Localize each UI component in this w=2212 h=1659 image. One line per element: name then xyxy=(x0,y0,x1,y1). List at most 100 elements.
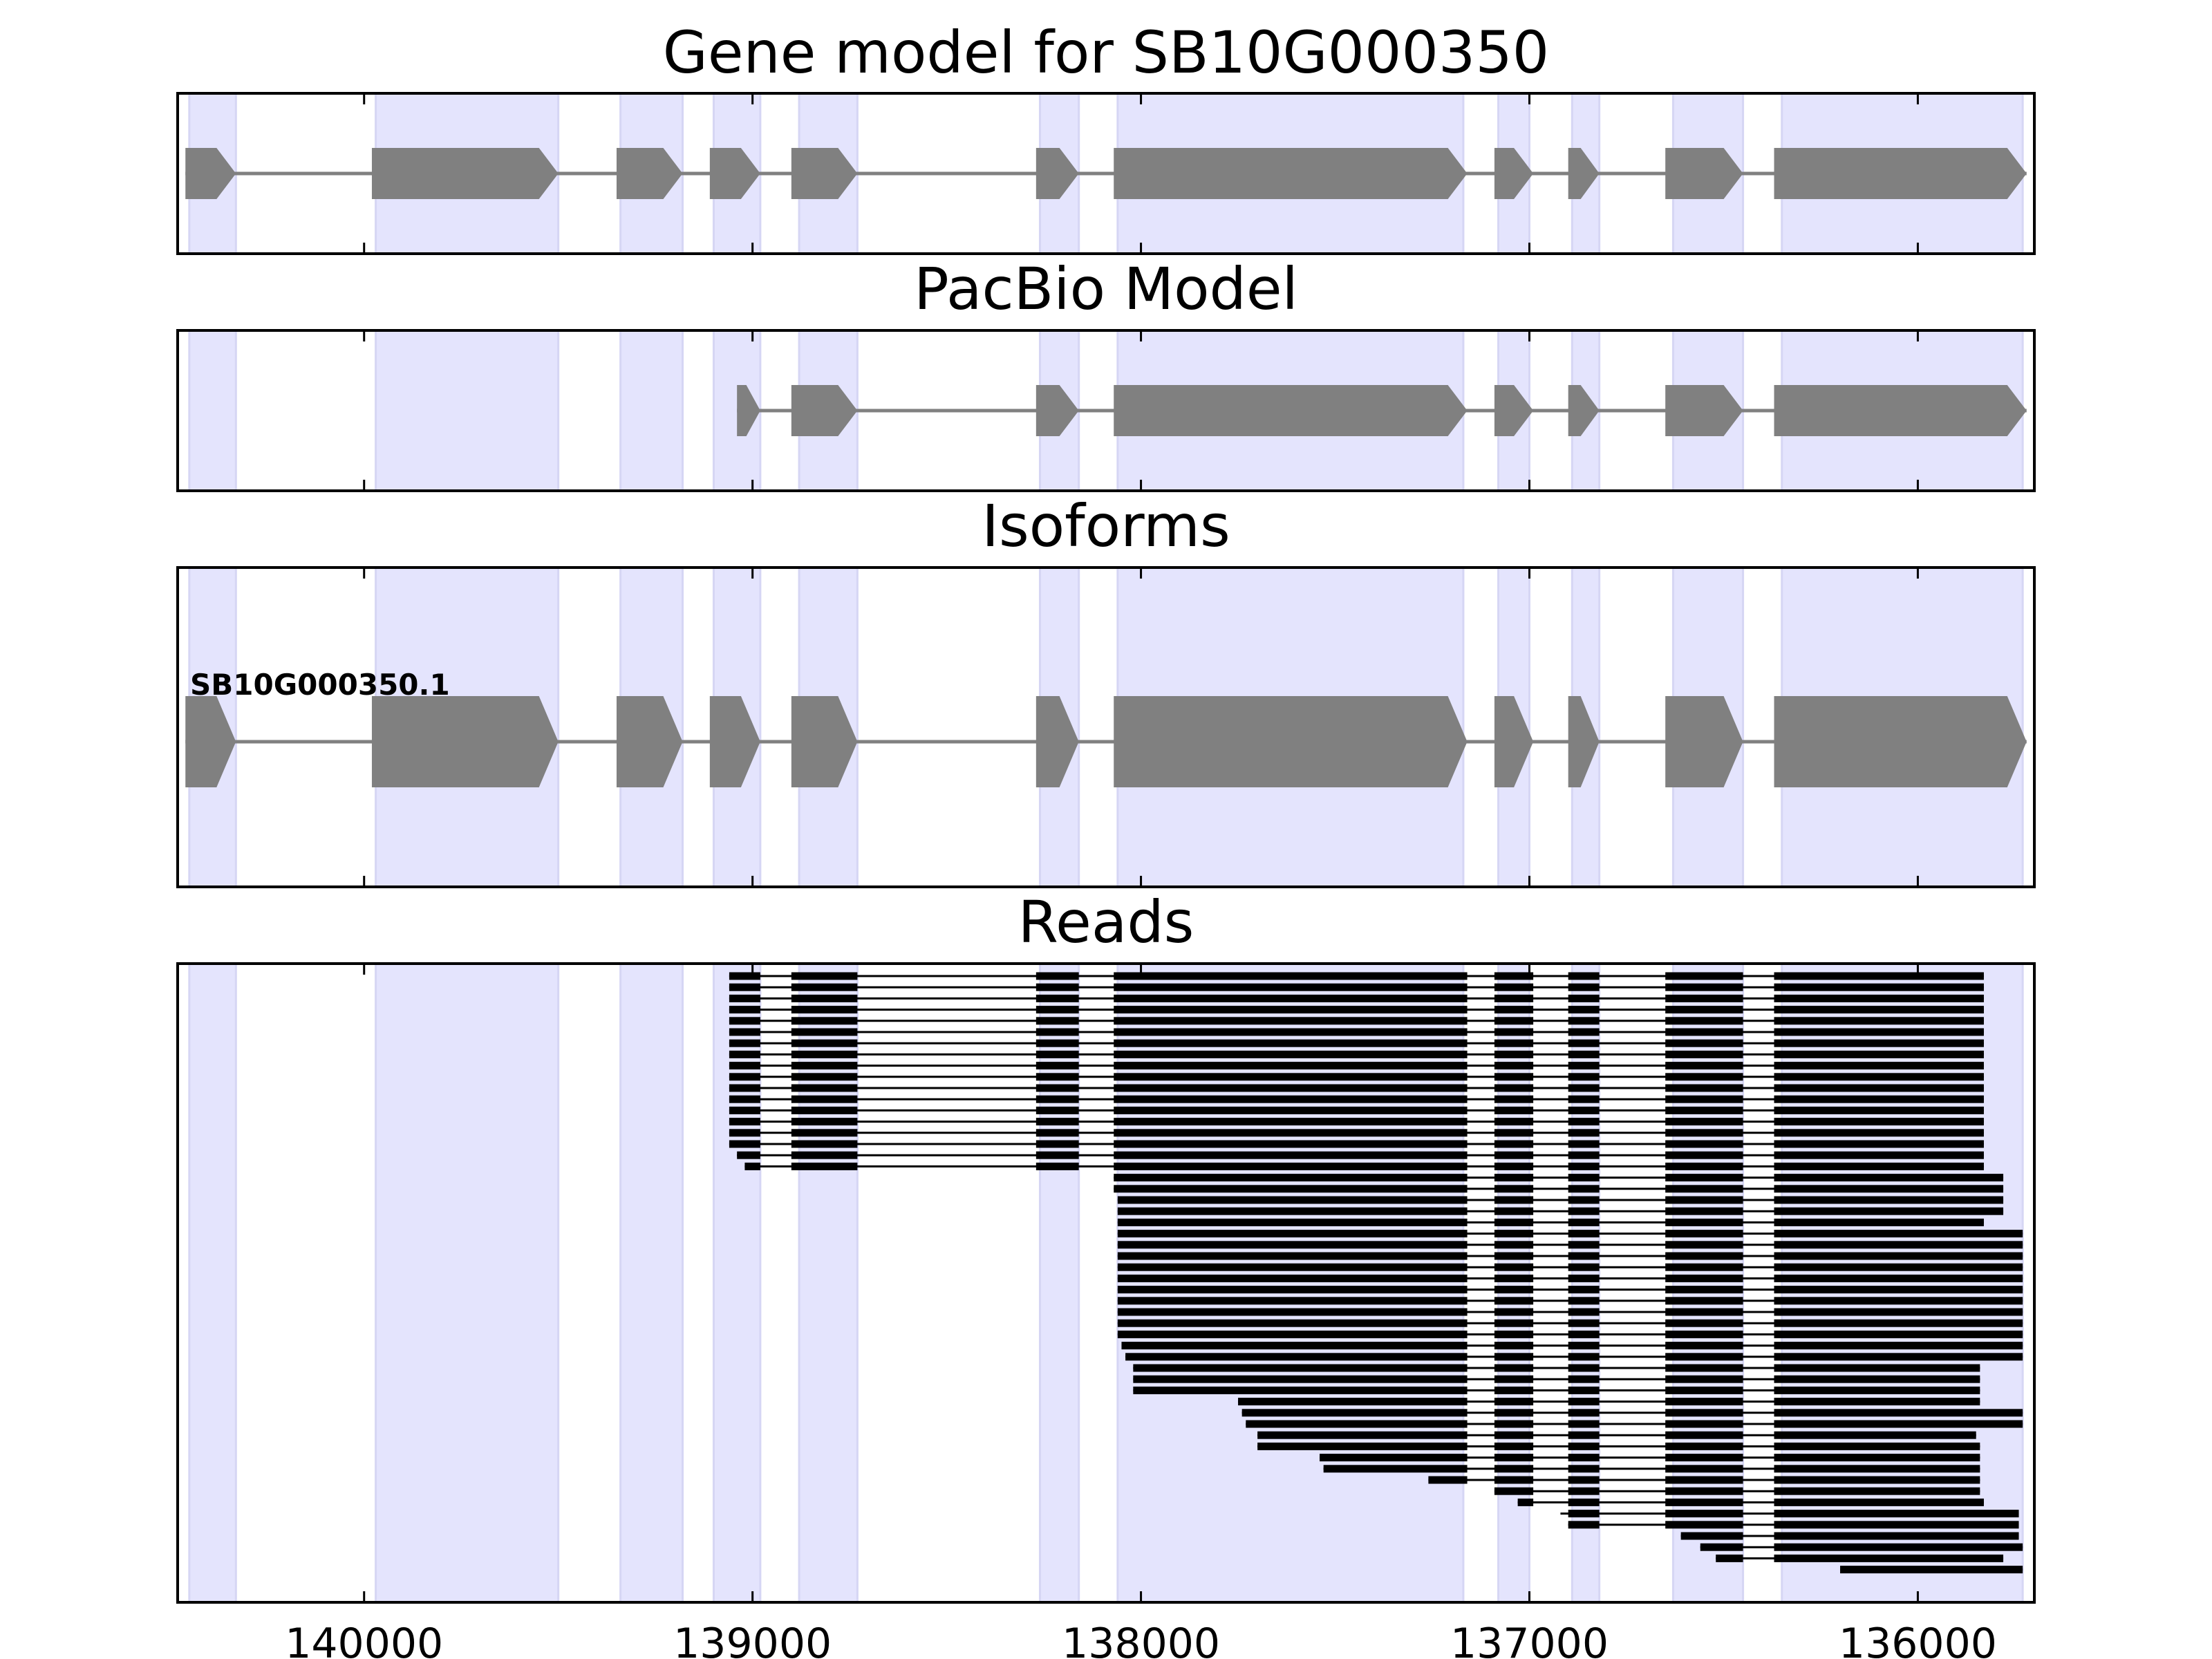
read-segment xyxy=(1665,1196,1743,1204)
read-segment xyxy=(1568,1342,1600,1350)
read-segment xyxy=(1568,1510,1600,1518)
read-segment xyxy=(1114,983,1468,991)
read-segment xyxy=(729,1050,760,1058)
read-segment xyxy=(1774,1252,2023,1260)
read-segment xyxy=(1568,1431,1600,1439)
panel-title-pacbio-model: PacBio Model xyxy=(914,255,1298,323)
read-segment xyxy=(1114,1006,1468,1014)
read xyxy=(729,1050,1984,1058)
read-segment xyxy=(1774,994,1984,1002)
read-segment xyxy=(1035,1062,1079,1070)
read xyxy=(737,1151,1984,1159)
read-segment xyxy=(1774,1073,1984,1081)
read-segment xyxy=(1568,1465,1600,1473)
read-segment xyxy=(1665,1353,1743,1361)
read-segment xyxy=(1428,1476,1468,1484)
read-segment xyxy=(1117,1230,1468,1238)
x-axis: 140000 139000 138000 137000 136000 xyxy=(285,1620,1997,1659)
read-segment xyxy=(744,1162,760,1170)
read-segment xyxy=(1114,1106,1468,1114)
highlight-region xyxy=(798,962,859,1604)
read-segment xyxy=(1774,1498,1984,1506)
read-segment xyxy=(1035,1017,1079,1025)
read-segment xyxy=(1568,1353,1600,1361)
read-segment xyxy=(1774,1375,1980,1383)
read-segment xyxy=(1494,1151,1534,1159)
read-segment xyxy=(1568,1073,1600,1081)
highlight-region xyxy=(1116,962,1465,1604)
read xyxy=(729,1062,1984,1070)
read-segment xyxy=(1494,1420,1534,1428)
read-segment xyxy=(1665,972,1743,980)
read-segment xyxy=(791,1129,858,1137)
highlight-region xyxy=(1497,962,1530,1604)
read-segment xyxy=(729,1129,760,1137)
read-segment xyxy=(1774,1386,1980,1394)
read-segment xyxy=(1665,1521,1743,1529)
read-segment xyxy=(737,1151,760,1159)
read-segment xyxy=(729,1006,760,1014)
read-segment xyxy=(1494,1140,1534,1148)
read-segment xyxy=(1494,1442,1534,1450)
read-segment xyxy=(1774,1017,1984,1025)
read-segment xyxy=(1665,1039,1743,1047)
read-segment xyxy=(1774,1241,2023,1249)
read-segment xyxy=(1114,1028,1468,1036)
read-segment xyxy=(1774,1409,2023,1417)
read-segment xyxy=(791,1084,858,1092)
read-segment xyxy=(1117,1207,1468,1215)
read-segment xyxy=(1568,1319,1600,1327)
exon-block xyxy=(1774,148,2027,199)
read-segment xyxy=(1665,1073,1743,1081)
x-tick-label: 140000 xyxy=(285,1620,443,1659)
read-segment xyxy=(1568,1454,1600,1462)
read-segment xyxy=(791,972,858,980)
read-segment xyxy=(1035,1162,1079,1170)
read-segment xyxy=(1665,994,1743,1002)
read-segment xyxy=(1035,1140,1079,1148)
read-segment xyxy=(1117,1241,1468,1249)
read-segment xyxy=(1035,1118,1079,1126)
read xyxy=(1117,1297,2023,1305)
read-segment xyxy=(1568,1062,1600,1070)
read xyxy=(1117,1308,2023,1316)
exon-block xyxy=(709,148,760,199)
read-segment xyxy=(1568,1364,1600,1372)
read-segment xyxy=(1246,1420,1468,1428)
read-segment xyxy=(791,1050,858,1058)
read-segment xyxy=(1517,1498,1534,1506)
highlight-region xyxy=(712,962,762,1604)
read-segment xyxy=(1035,1095,1079,1103)
read-segment xyxy=(729,972,760,980)
read-segment xyxy=(1774,1129,1984,1137)
read-segment xyxy=(1494,1095,1534,1103)
read xyxy=(1117,1286,2023,1294)
read-segment xyxy=(1665,1498,1743,1506)
read-segment xyxy=(791,1106,858,1114)
read-segment xyxy=(791,1028,858,1036)
read-segment xyxy=(1774,1039,1984,1047)
read-segment xyxy=(1568,1230,1600,1238)
panel-frame xyxy=(176,566,2036,888)
read-segment xyxy=(1117,1252,1468,1260)
read-segment xyxy=(1665,1319,1743,1327)
panel-pacbio-model: PacBio Model xyxy=(176,255,2036,492)
read-segment xyxy=(1494,1364,1534,1372)
read xyxy=(1133,1375,1980,1383)
exon-block xyxy=(1494,148,1534,199)
read-segment xyxy=(1665,1062,1743,1070)
read-segment xyxy=(1665,1140,1743,1148)
highlight-region xyxy=(188,962,237,1604)
read-segment xyxy=(1035,1039,1079,1047)
read-segment xyxy=(1494,1386,1534,1394)
panel-gene-model: Gene model for SB10G000350 xyxy=(176,19,2036,255)
read-segment xyxy=(1494,1465,1534,1473)
read-segment xyxy=(1568,972,1600,980)
highlight-region xyxy=(375,962,560,1604)
read-segment xyxy=(1494,1017,1534,1025)
read-segment xyxy=(1035,1073,1079,1081)
exon-block xyxy=(1665,696,1743,787)
read-segment xyxy=(1494,1297,1534,1305)
highlight-region xyxy=(1671,962,1745,1604)
read-segment xyxy=(1117,1263,1468,1271)
